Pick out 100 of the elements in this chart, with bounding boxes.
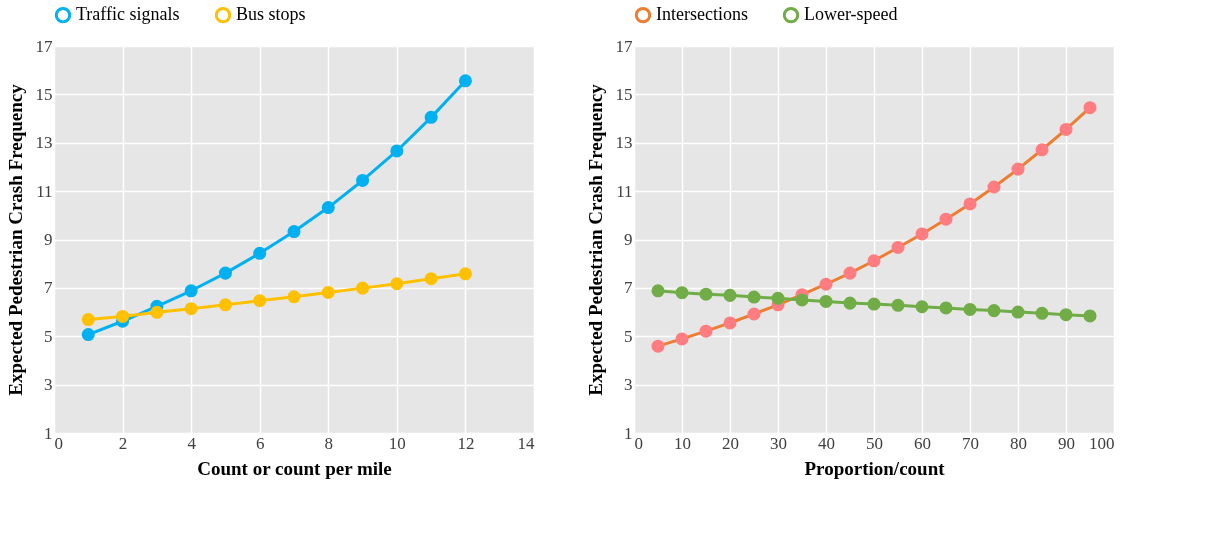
- point: [819, 294, 833, 308]
- point: [390, 144, 404, 158]
- x-tick-label: 100: [1089, 433, 1115, 453]
- x-tick-label: 70: [962, 433, 979, 453]
- point: [458, 74, 472, 88]
- y-tick-label: 3: [624, 375, 633, 395]
- y-tick-label: 9: [44, 230, 53, 249]
- point: [963, 197, 977, 211]
- x-tick-label: 60: [914, 433, 931, 453]
- y-tick-label: 17: [615, 36, 633, 56]
- point: [1059, 308, 1073, 322]
- point: [458, 267, 472, 281]
- point: [253, 246, 267, 260]
- point: [915, 300, 929, 314]
- x-axis-title: Count or count per mile: [197, 457, 392, 479]
- point: [253, 294, 267, 308]
- y-tick-label: 7: [44, 278, 53, 298]
- point: [356, 173, 370, 187]
- point: [356, 281, 370, 295]
- point: [987, 304, 1001, 318]
- y-tick-label: 1: [624, 423, 633, 443]
- point: [723, 288, 737, 302]
- point: [390, 277, 404, 291]
- x-tick-label: 6: [255, 433, 265, 453]
- point: [1011, 162, 1025, 176]
- point: [699, 324, 713, 338]
- x-tick-label: 8: [324, 433, 334, 453]
- y-tick-label: 11: [616, 181, 633, 201]
- point: [723, 316, 737, 330]
- y-tick-label: 5: [624, 326, 633, 346]
- legend-label: Lower-speed: [804, 4, 898, 25]
- point: [747, 290, 761, 304]
- point: [1083, 309, 1097, 323]
- y-tick-label: 5: [44, 326, 53, 346]
- point: [795, 293, 809, 307]
- y-tick-label: 15: [615, 84, 633, 104]
- legend-label: Traffic signals: [76, 4, 180, 25]
- y-tick-label: 13: [35, 133, 53, 153]
- point: [651, 339, 665, 353]
- y-axis-title: Expected Pedestrian Crash Frequency: [4, 83, 26, 396]
- point: [867, 297, 881, 311]
- point: [891, 240, 905, 254]
- point: [963, 302, 977, 316]
- y-tick-label: 7: [624, 278, 633, 298]
- point: [939, 301, 953, 315]
- y-tick-label: 1: [44, 423, 53, 443]
- point: [747, 307, 761, 321]
- point: [287, 225, 301, 239]
- point: [1035, 143, 1049, 157]
- point: [987, 180, 1001, 194]
- point: [843, 296, 857, 310]
- y-tick-label: 13: [615, 133, 633, 153]
- x-tick-label: 50: [866, 433, 883, 453]
- y-tick-label: 17: [35, 36, 53, 56]
- point: [287, 290, 301, 304]
- y-axis-title: Expected Pedestrian Crash Frequency: [584, 83, 606, 396]
- point: [675, 332, 689, 346]
- x-tick-label: 10: [388, 433, 406, 453]
- y-tick-label: 15: [35, 84, 53, 104]
- point: [867, 254, 881, 268]
- point: [1083, 101, 1097, 115]
- point: [321, 285, 335, 299]
- point: [184, 302, 198, 316]
- point: [1011, 305, 1025, 319]
- point: [81, 313, 95, 327]
- point: [819, 277, 833, 291]
- x-tick-label: 0: [54, 433, 63, 453]
- point: [218, 266, 232, 280]
- x-tick-label: 14: [517, 433, 535, 453]
- y-tick-label: 11: [36, 181, 53, 201]
- point: [321, 201, 335, 215]
- point: [843, 266, 857, 280]
- x-tick-label: 12: [457, 433, 475, 453]
- point: [915, 227, 929, 241]
- point: [771, 291, 785, 305]
- x-tick-label: 4: [187, 433, 197, 453]
- point: [424, 272, 438, 286]
- x-tick-label: 40: [818, 433, 835, 453]
- x-tick-label: 30: [770, 433, 787, 453]
- y-tick-label: 3: [44, 375, 53, 395]
- legend-label: Intersections: [656, 4, 748, 25]
- x-axis-title: Proportion/count: [804, 457, 946, 479]
- point: [675, 286, 689, 300]
- point: [116, 309, 130, 323]
- point: [939, 212, 953, 226]
- x-tick-label: 80: [1010, 433, 1027, 453]
- point: [891, 298, 905, 312]
- x-tick-label: 10: [674, 433, 691, 453]
- y-tick-label: 9: [624, 230, 633, 249]
- point: [218, 298, 232, 312]
- x-tick-label: 20: [722, 433, 739, 453]
- point: [150, 305, 164, 319]
- x-tick-label: 0: [634, 433, 643, 453]
- point: [1035, 306, 1049, 320]
- legend-label: Bus stops: [236, 4, 306, 25]
- x-tick-label: 2: [118, 433, 128, 453]
- point: [81, 328, 95, 342]
- point: [424, 110, 438, 124]
- point: [699, 287, 713, 301]
- x-tick-label: 90: [1058, 433, 1075, 453]
